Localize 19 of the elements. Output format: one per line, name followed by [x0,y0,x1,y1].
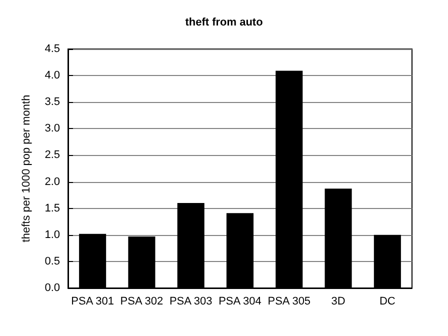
x-tick-label: PSA 304 [218,296,262,308]
x-tick-label: 3D [331,296,346,308]
y-tick-label: 0.0 [44,282,60,294]
x-tick-label: PSA 303 [169,296,212,308]
y-tick-label: 3.0 [44,122,60,135]
y-axis-title: thefts per 1000 pop per month [20,94,32,242]
chart-title: theft from auto [185,16,264,28]
y-tick-label: 4.5 [44,43,60,55]
y-tick-label: 0.5 [44,255,60,268]
y-tick-label: 2.5 [44,149,60,162]
y-tick-label: 1.0 [44,228,60,241]
y-tick-label: 2.0 [44,176,60,188]
y-tick-label: 3.5 [44,96,60,108]
x-tick-label: DC [379,296,396,308]
x-tick-label: PSA 305 [268,296,311,308]
x-tick-label: PSA 302 [120,296,164,308]
x-tick-label: PSA 301 [71,296,114,308]
y-tick-label: 4.0 [44,70,60,82]
y-tick-label: 1.5 [44,202,60,214]
